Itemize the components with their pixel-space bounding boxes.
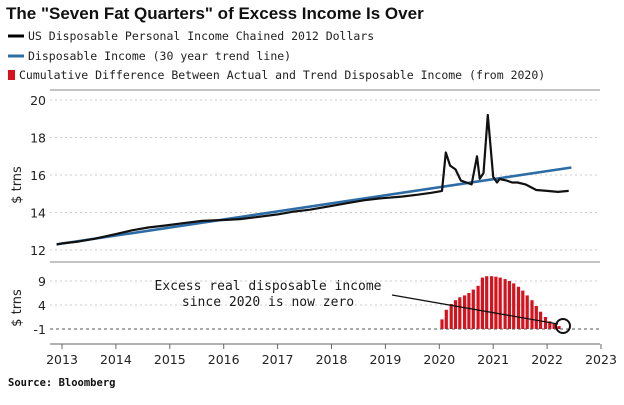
annotation-circle (555, 318, 571, 334)
cumulative-bar (449, 304, 453, 329)
bottom-y-ticks: -1 4 9 (34, 274, 47, 337)
cumulative-bar (476, 285, 480, 329)
x-tick-label: 2016 (208, 352, 240, 367)
top-y-tick-label: 20 (30, 93, 46, 108)
annotation-pointer (391, 294, 559, 325)
annotation-line2: since 2020 is now zero (182, 295, 354, 310)
legend-label-actual: US Disposable Personal Income Chained 20… (28, 29, 374, 43)
legend-swatch-cumulative (8, 70, 15, 80)
bottom-y-axis-label: $ trns (10, 289, 25, 327)
cumulative-bar (525, 295, 529, 329)
bottom-panel: -1 4 9 $ trns (10, 274, 600, 337)
cumulative-bar (467, 293, 471, 329)
x-tick-label: 2017 (262, 352, 294, 367)
top-grid (50, 99, 600, 251)
top-panel: 12 14 16 18 20 $ trns (10, 89, 600, 258)
cumulative-bar (543, 317, 548, 329)
bottom-bars (440, 276, 561, 329)
x-tick-label: 2014 (100, 352, 132, 367)
annotation: Excess real disposable income since 2020… (155, 279, 571, 334)
actual-income-line (56, 113, 569, 246)
cumulative-bar (507, 281, 511, 329)
x-tick-label: 2021 (477, 352, 509, 367)
cumulative-bar (530, 300, 534, 329)
cumulative-bar (512, 283, 516, 329)
x-tick-label: 2019 (369, 352, 401, 367)
top-y-tick-label: 12 (30, 243, 46, 258)
x-tick-label: 2022 (531, 352, 563, 367)
top-y-tick-label: 16 (30, 168, 46, 183)
cumulative-bar (440, 319, 444, 329)
cumulative-bar (444, 309, 448, 329)
source-label: Source: Bloomberg (8, 377, 115, 389)
top-y-axis-label: $ trns (10, 166, 25, 204)
cumulative-bar (485, 276, 489, 329)
top-y-tick-label: 14 (30, 206, 46, 221)
x-tick-label: 2023 (585, 352, 617, 367)
bottom-grid (50, 280, 600, 306)
cumulative-bar (503, 279, 507, 329)
bottom-y-tick-label: 4 (38, 298, 46, 313)
annotation-line1: Excess real disposable income (155, 279, 382, 294)
cumulative-bar (557, 326, 561, 329)
cumulative-bar (453, 300, 458, 329)
cumulative-bar (458, 297, 462, 329)
legend: US Disposable Personal Income Chained 20… (8, 29, 545, 82)
x-tick-label: 2015 (154, 352, 186, 367)
cumulative-bar (463, 295, 467, 329)
cumulative-bar (498, 277, 502, 329)
bottom-y-tick-label: 9 (38, 274, 46, 289)
chart-title: The "Seven Fat Quarters" of Excess Incom… (6, 4, 424, 23)
x-ticks: 2013 2014 2015 2016 2017 2018 2019 2020 2021 2022… (46, 344, 617, 367)
cumulative-bar (521, 290, 525, 329)
legend-label-trend: Disposable Income (30 year trend line) (28, 49, 291, 63)
cumulative-bar (490, 276, 494, 329)
cumulative-bar (516, 286, 521, 329)
cumulative-bar (552, 323, 556, 329)
trend-line (56, 166, 572, 246)
x-tick-label: 2018 (316, 352, 348, 367)
cumulative-bar (494, 276, 498, 329)
cumulative-bar (480, 277, 484, 329)
top-series (56, 113, 572, 246)
top-y-tick-label: 18 (30, 131, 46, 146)
x-tick-label: 2020 (423, 352, 455, 367)
legend-label-cumulative: Cumulative Difference Between Actual and… (19, 68, 545, 82)
bottom-y-tick-label: -1 (34, 322, 46, 337)
x-tick-label: 2013 (46, 352, 78, 367)
top-y-ticks: 12 14 16 18 20 (30, 93, 46, 258)
cumulative-bar (548, 321, 552, 329)
cumulative-bar (534, 306, 538, 329)
